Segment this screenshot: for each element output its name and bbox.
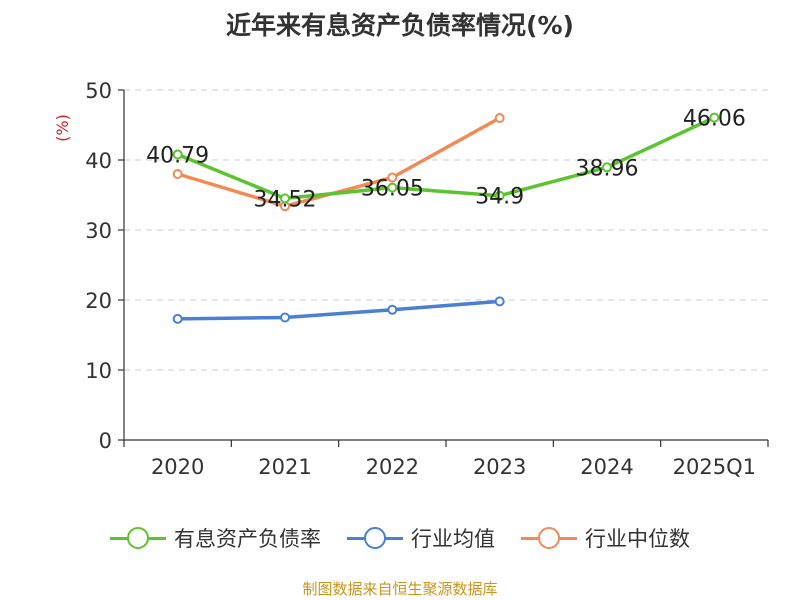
data-point [387, 304, 398, 315]
legend-item[interactable]: 行业均值 [347, 523, 495, 553]
series-line [177, 299, 500, 321]
x-tick-label: 2023 [473, 455, 526, 479]
legend-item[interactable]: 行业中位数 [521, 523, 690, 553]
source-note: 制图数据来自恒生聚源数据库 [302, 580, 498, 598]
x-tick-label: 2024 [580, 455, 633, 479]
y-tick-label: 0 [99, 429, 112, 453]
data-point [494, 190, 505, 201]
data-point [280, 312, 290, 323]
series-line [177, 115, 716, 201]
data-point [172, 313, 183, 324]
data-label-layer: 40.79 34.52 36.05 34.9 38.96 46.06 [146, 107, 746, 213]
data-label: 38.96 [576, 156, 639, 181]
data-point [280, 193, 290, 204]
axis-layer: 0 10 20 30 40 50 2020 2021 2022 2023 2024 2025Q1 [85, 79, 769, 479]
legend: 有息资产负债率 行业均值 行业中位数 [0, 518, 800, 558]
legend-swatch [110, 526, 166, 550]
data-label: 46.06 [683, 107, 746, 132]
legend-label: 行业中位数 [585, 527, 690, 551]
legend-swatch [347, 526, 403, 550]
data-point [709, 112, 720, 123]
legend-item[interactable]: 有息资产负债率 [110, 523, 321, 553]
legend-label: 有息资产负债率 [174, 527, 321, 551]
y-tick-label: 30 [85, 219, 112, 243]
legend-label: 行业均值 [411, 527, 495, 551]
data-point [602, 162, 612, 173]
y-tick-label: 50 [85, 79, 112, 103]
data-point [494, 113, 505, 123]
data-label: 36.05 [361, 177, 424, 202]
x-tick-label: 2022 [366, 455, 419, 479]
data-label: 40.79 [146, 143, 209, 168]
legend-swatch [521, 526, 577, 550]
chart-title: 近年来有息资产负债率情况(%) [226, 11, 574, 40]
data-point [172, 169, 183, 179]
x-tick-label: 2020 [151, 455, 204, 479]
data-label: 34.9 [475, 185, 524, 210]
data-label: 34.52 [254, 187, 317, 212]
y-tick-label: 20 [85, 289, 112, 313]
y-axis-label: (%) [53, 114, 72, 142]
data-point [387, 182, 398, 193]
y-tick-label: 10 [85, 359, 112, 383]
grid-layer [124, 89, 768, 371]
x-tick-label: 2021 [258, 455, 311, 479]
x-tick-label: 2025Q1 [673, 455, 756, 479]
data-point [494, 296, 505, 307]
series-layer [172, 112, 720, 324]
data-point [172, 149, 183, 160]
y-tick-label: 40 [85, 149, 112, 173]
data-point [387, 172, 398, 183]
